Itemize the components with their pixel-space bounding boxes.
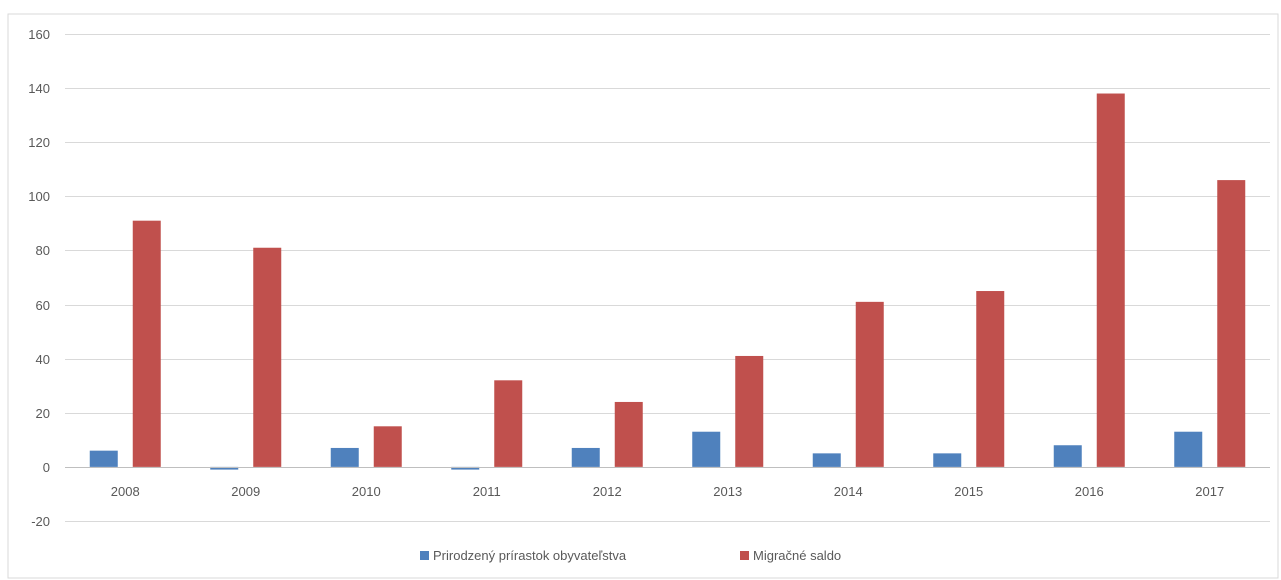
x-tick-label: 2011	[473, 484, 501, 499]
bar-series-2-2017	[1217, 180, 1246, 467]
y-tick-label: 80	[36, 243, 50, 258]
bar-series-2-2016	[1096, 93, 1125, 467]
legend: Prirodzený prírastok obyvateľstva Migračn…	[420, 548, 841, 563]
x-axis-tick-labels: 2008 2009 2010 2011 2012 2013 2014 2015 2016 2017	[111, 484, 1224, 499]
y-tick-label: 20	[36, 406, 50, 421]
bar-series-2-2012	[614, 401, 643, 467]
legend-label-series-2: Migračné saldo	[753, 548, 841, 563]
bars	[89, 93, 1246, 470]
bar-series-2-2015	[976, 291, 1005, 467]
chart-area-border	[7, 13, 1279, 579]
x-tick-label: 2015	[954, 484, 983, 499]
bar-series-1-2012	[571, 447, 600, 467]
bar-series-2-2008	[132, 220, 161, 467]
y-tick-label: -20	[31, 514, 50, 529]
bar-series-1-2011	[451, 466, 480, 470]
y-tick-label: 100	[28, 189, 50, 204]
bar-series-1-2013	[692, 431, 721, 467]
x-tick-label: 2017	[1195, 484, 1224, 499]
y-tick-label: 160	[28, 27, 50, 42]
x-tick-label: 2016	[1075, 484, 1104, 499]
bar-series-1-2009	[210, 466, 239, 470]
bar-series-1-2014	[812, 453, 841, 467]
bar-series-2-2011	[494, 380, 523, 467]
bar-series-2-2010	[373, 426, 402, 467]
y-tick-label: 0	[43, 460, 50, 475]
bar-series-2-2014	[855, 301, 884, 467]
x-tick-label: 2010	[352, 484, 381, 499]
y-tick-label: 40	[36, 352, 50, 367]
x-tick-label: 2009	[231, 484, 260, 499]
x-tick-label: 2013	[713, 484, 742, 499]
bar-series-1-2016	[1053, 445, 1082, 467]
bar-series-1-2008	[89, 450, 118, 467]
x-tick-label: 2012	[593, 484, 622, 499]
x-tick-label: 2014	[834, 484, 863, 499]
legend-swatch-series-1	[420, 551, 429, 560]
legend-swatch-series-2	[740, 551, 749, 560]
bar-series-1-2015	[933, 453, 962, 467]
x-tick-label: 2008	[111, 484, 140, 499]
bar-series-1-2017	[1174, 431, 1203, 467]
y-tick-label: 120	[28, 135, 50, 150]
bar-series-2-2009	[253, 247, 282, 467]
y-axis-tick-labels: -20 0 20 40 60 80 100 120 140 160	[28, 27, 50, 529]
y-tick-label: 60	[36, 298, 50, 313]
legend-label-series-1: Prirodzený prírastok obyvateľstva	[433, 548, 627, 563]
bar-series-2-2013	[735, 355, 764, 467]
y-tick-label: 140	[28, 81, 50, 96]
bar-series-1-2010	[330, 447, 359, 467]
